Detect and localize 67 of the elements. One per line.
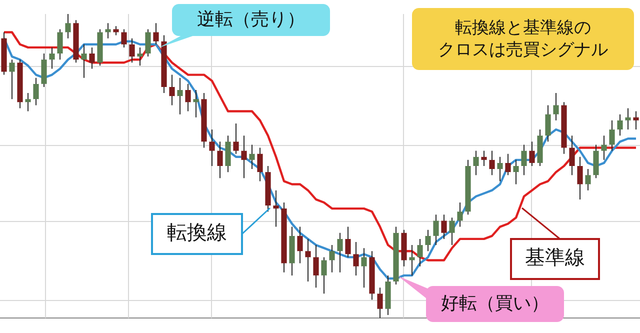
candlestick <box>497 156 503 182</box>
candlestick <box>329 244 335 273</box>
candlestick <box>65 14 71 39</box>
candlestick <box>233 122 239 154</box>
candlestick <box>353 242 359 276</box>
candlestick <box>113 26 119 36</box>
candlestick <box>377 287 383 318</box>
candlestick <box>449 217 455 246</box>
candlestick <box>177 77 183 115</box>
candlestick <box>33 77 39 106</box>
annotation: 逆転（売り） <box>197 8 305 32</box>
candlestick <box>297 226 303 264</box>
candlestick <box>105 22 111 39</box>
candlestick <box>57 28 63 60</box>
candlestick <box>9 59 15 100</box>
annotation: 好転（買い） <box>441 292 549 316</box>
text: 転換線 <box>167 220 227 244</box>
series-label: 基準線 <box>525 245 585 270</box>
candlestick <box>129 38 135 64</box>
candlestick <box>617 114 623 136</box>
candlestick <box>121 28 127 48</box>
candlestick <box>609 120 615 152</box>
candlestick <box>417 238 423 267</box>
candlestick <box>585 168 591 191</box>
candlestick <box>545 104 551 142</box>
candlestick <box>529 141 535 166</box>
candlestick <box>249 144 255 170</box>
candlestick <box>505 153 511 176</box>
candlestick <box>425 229 431 252</box>
candlestick <box>553 92 559 121</box>
candlestick <box>25 92 31 112</box>
candlestick <box>137 46 143 66</box>
annotation: クロスは売買シグナル <box>438 39 608 62</box>
candlestick <box>313 244 319 288</box>
candlestick <box>633 110 639 130</box>
candlestick <box>153 22 159 45</box>
candlestick <box>441 214 447 240</box>
candlestick <box>193 90 199 118</box>
candlestick <box>217 141 223 179</box>
candlestick <box>273 190 279 228</box>
candlestick <box>577 156 583 200</box>
candlestick <box>145 28 151 58</box>
candlestick <box>169 74 175 106</box>
candlestick <box>345 226 351 258</box>
candlestick <box>569 135 575 176</box>
candlestick <box>185 83 191 112</box>
candlestick <box>513 159 519 185</box>
candlestick <box>521 144 527 176</box>
candlestick <box>433 214 439 246</box>
candlestick <box>209 129 215 166</box>
candlestick <box>489 150 495 176</box>
candlestick <box>481 150 487 166</box>
candlestick <box>241 135 247 179</box>
candlestick <box>601 135 607 160</box>
candlestick <box>81 44 87 78</box>
candlestick <box>321 256 327 294</box>
candlestick <box>305 238 311 282</box>
candlestick <box>361 248 367 288</box>
candlestick <box>625 108 631 130</box>
annotation: 転換線と基準線の <box>455 16 591 39</box>
candlestick <box>473 150 479 176</box>
candlestick <box>457 202 463 228</box>
candlestick <box>89 46 95 70</box>
candlestick <box>257 147 263 182</box>
candlestick <box>409 244 415 276</box>
candlestick <box>49 46 55 70</box>
candlestick <box>337 232 343 273</box>
